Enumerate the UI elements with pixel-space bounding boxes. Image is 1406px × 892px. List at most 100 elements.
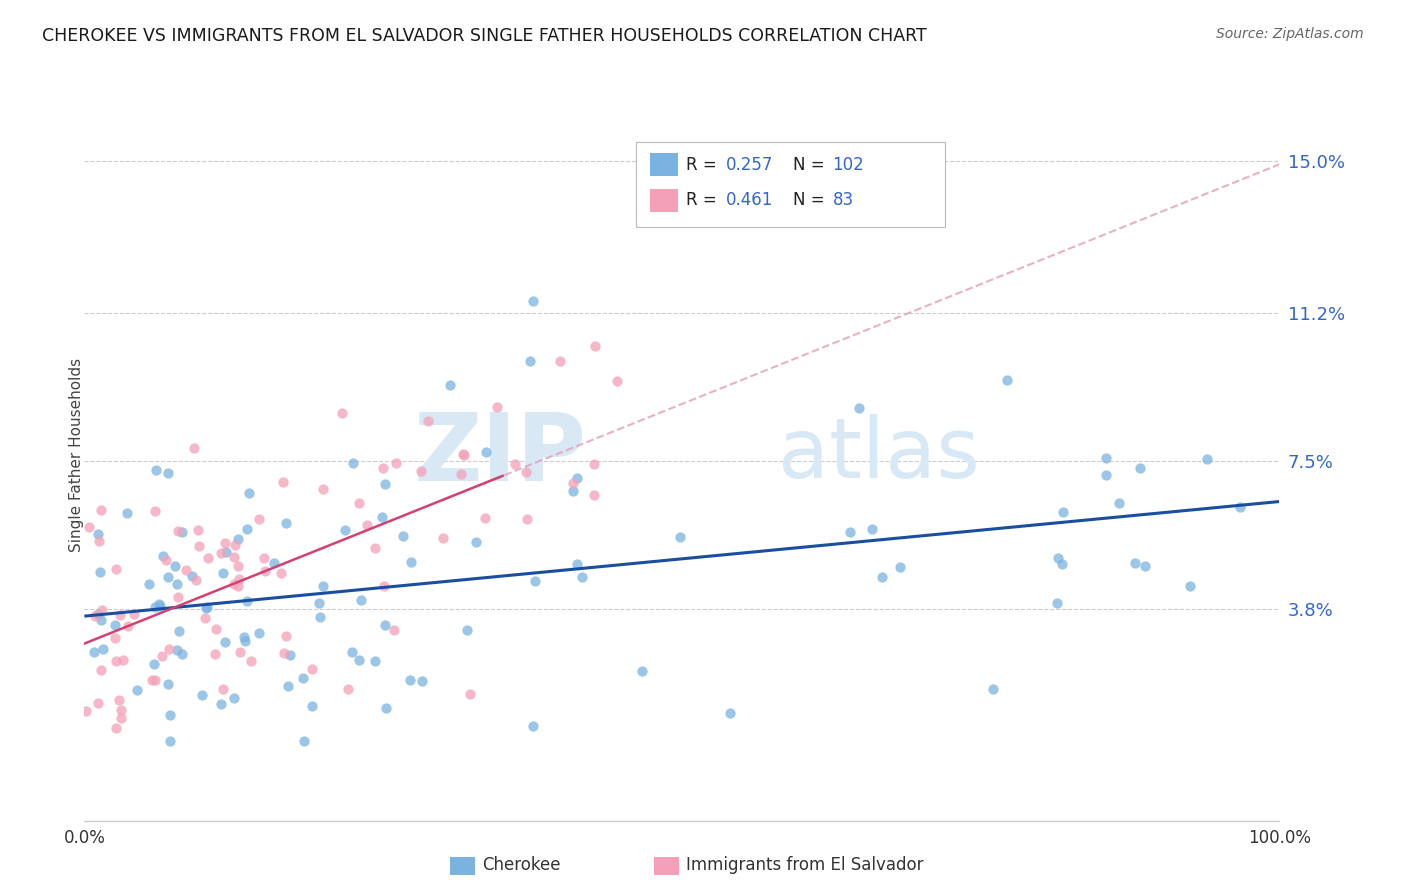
Point xyxy=(1095,450,1118,465)
Point xyxy=(561,476,583,491)
Point xyxy=(350,593,373,607)
Point xyxy=(399,555,422,569)
Point xyxy=(474,510,496,524)
Text: ZIP: ZIP xyxy=(413,409,586,501)
Point xyxy=(456,623,478,637)
Point xyxy=(79,520,101,534)
Point xyxy=(157,570,180,584)
Point xyxy=(384,624,406,638)
Point xyxy=(87,607,110,621)
Point xyxy=(149,599,172,613)
Point xyxy=(1046,551,1069,566)
Text: Source: ZipAtlas.com: Source: ZipAtlas.com xyxy=(1216,27,1364,41)
Point xyxy=(347,496,370,510)
Point xyxy=(1133,559,1156,574)
Point xyxy=(184,573,207,587)
Point xyxy=(458,687,481,701)
Point xyxy=(418,413,440,427)
Point xyxy=(110,703,132,717)
Point xyxy=(87,533,110,548)
Point xyxy=(104,562,127,576)
Point xyxy=(141,673,163,687)
Point xyxy=(229,645,252,659)
Point xyxy=(156,466,179,480)
Point xyxy=(253,565,276,579)
Point xyxy=(108,693,131,707)
Text: atlas: atlas xyxy=(778,415,979,495)
Point xyxy=(995,373,1018,387)
Point xyxy=(187,523,209,537)
Point xyxy=(117,618,139,632)
Point xyxy=(155,553,177,567)
Point xyxy=(228,579,250,593)
Point xyxy=(90,603,112,617)
Point xyxy=(308,596,330,610)
Point xyxy=(464,535,486,549)
Point xyxy=(375,701,398,715)
Point xyxy=(224,538,246,552)
Point xyxy=(143,673,166,688)
Point xyxy=(1229,500,1251,514)
Point xyxy=(104,654,127,668)
Point xyxy=(226,532,249,546)
Point xyxy=(89,565,111,579)
Point xyxy=(565,471,588,485)
Point xyxy=(1046,596,1069,610)
Point xyxy=(167,590,190,604)
Point xyxy=(1108,496,1130,510)
Point xyxy=(108,607,131,622)
Point xyxy=(247,626,270,640)
Text: Cherokee: Cherokee xyxy=(482,856,561,874)
Point xyxy=(145,463,167,477)
Point xyxy=(271,475,294,489)
Point xyxy=(148,597,170,611)
Point xyxy=(166,577,188,591)
Point xyxy=(889,560,911,574)
Point xyxy=(211,566,233,580)
Point xyxy=(583,338,606,352)
Point xyxy=(1052,505,1074,519)
Point xyxy=(90,503,112,517)
Point xyxy=(247,512,270,526)
Point xyxy=(197,550,219,565)
Point xyxy=(1052,558,1074,572)
Point xyxy=(838,524,860,539)
Point xyxy=(195,601,218,615)
Point xyxy=(222,549,245,564)
Point xyxy=(516,512,538,526)
Point xyxy=(117,506,139,520)
Point xyxy=(330,406,353,420)
Point xyxy=(87,526,110,541)
Point xyxy=(236,522,259,536)
Point xyxy=(485,400,508,414)
Point xyxy=(125,683,148,698)
Point xyxy=(374,476,396,491)
Point xyxy=(870,569,893,583)
Point xyxy=(292,733,315,747)
Point xyxy=(163,559,186,574)
Point xyxy=(205,622,228,636)
Point xyxy=(252,550,274,565)
Text: R =: R = xyxy=(686,156,723,174)
Text: 83: 83 xyxy=(832,192,853,210)
Point xyxy=(195,600,218,615)
Point xyxy=(167,524,190,539)
Text: CHEROKEE VS IMMIGRANTS FROM EL SALVADOR SINGLE FATHER HOUSEHOLDS CORRELATION CHA: CHEROKEE VS IMMIGRANTS FROM EL SALVADOR … xyxy=(42,27,927,45)
Text: 102: 102 xyxy=(832,156,865,174)
Point xyxy=(439,377,461,392)
Point xyxy=(301,698,323,713)
Point xyxy=(364,541,387,555)
Point xyxy=(550,354,572,368)
Point xyxy=(194,611,217,625)
Point xyxy=(374,617,396,632)
Point xyxy=(83,645,105,659)
Point xyxy=(212,681,235,696)
Point xyxy=(333,523,356,537)
Text: R =: R = xyxy=(686,192,723,210)
Point xyxy=(180,569,202,583)
Point xyxy=(571,570,593,584)
Text: 0.461: 0.461 xyxy=(725,192,773,210)
Point xyxy=(226,558,249,573)
Point xyxy=(981,682,1004,697)
Point xyxy=(567,557,589,571)
